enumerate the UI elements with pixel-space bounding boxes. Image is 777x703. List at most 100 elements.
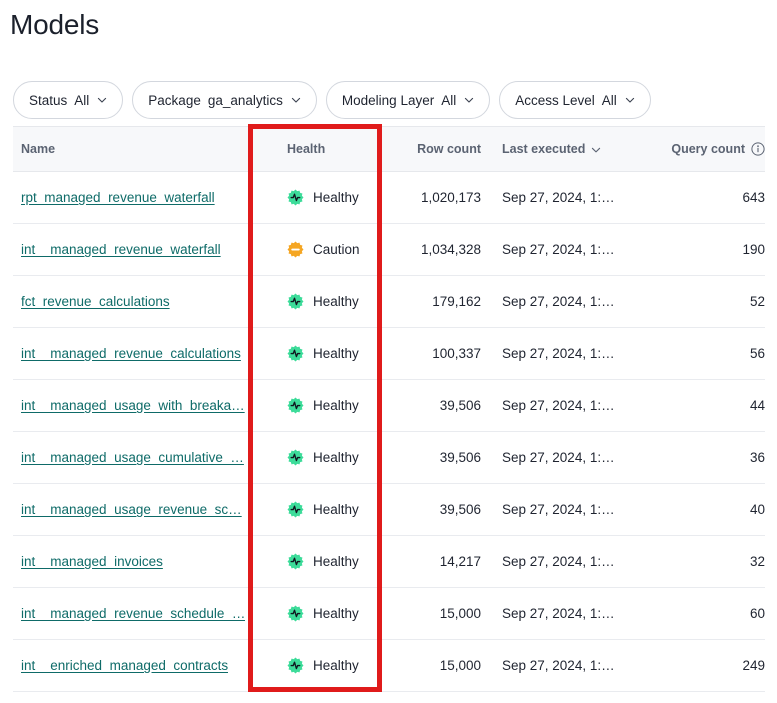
model-name-link[interactable]: int__managed_revenue_schedule_…: [21, 606, 246, 621]
cell-health: Healthy: [265, 605, 383, 622]
filter-label: Modeling Layer: [341, 92, 435, 108]
filter-value: ga_analytics: [207, 92, 283, 108]
table-row[interactable]: int__managed_usage_cumulative_… Healthy 39…: [13, 432, 765, 484]
model-name-link[interactable]: int__managed_revenue_waterfall: [21, 242, 221, 257]
filter-pill-modeling-layer[interactable]: Modeling Layer All: [325, 81, 491, 119]
cell-row-count: 39,506: [439, 502, 481, 517]
cell-query-count: 40: [749, 502, 765, 517]
cell-last-executed: Sep 27, 2024, 1:…: [481, 554, 663, 569]
model-name-link[interactable]: int__managed_invoices: [21, 554, 163, 569]
last-executed-value: Sep 27, 2024, 1:…: [502, 606, 615, 621]
filter-pill-access-level[interactable]: Access Level All: [499, 81, 651, 119]
healthy-badge-icon: [287, 345, 304, 362]
health-status-label: Healthy: [313, 450, 359, 465]
cell-query-count: 190: [742, 242, 765, 257]
table-row[interactable]: int__enriched_managed_contracts Healthy 15…: [13, 640, 765, 692]
health-status-label: Healthy: [313, 658, 359, 673]
cell-last-executed: Sep 27, 2024, 1:…: [481, 450, 663, 465]
healthy-badge-icon: [287, 293, 304, 310]
info-circle-icon[interactable]: [751, 142, 765, 156]
column-header-health[interactable]: Health: [287, 142, 326, 156]
cell-health: Healthy: [265, 397, 383, 414]
filter-pill-status[interactable]: Status All: [13, 81, 124, 119]
column-header-last-executed[interactable]: Last executed: [481, 142, 663, 156]
table-row[interactable]: int__managed_usage_with_breaka… Healthy 39…: [13, 380, 765, 432]
column-header-name[interactable]: Name: [21, 142, 56, 156]
model-name-link[interactable]: rpt_managed_revenue_waterfall: [21, 190, 215, 205]
cell-query-count: 44: [749, 398, 765, 413]
column-header-row-count[interactable]: Row count: [417, 142, 481, 156]
health-status-label: Healthy: [313, 190, 359, 205]
model-name-link[interactable]: int__enriched_managed_contracts: [21, 658, 229, 673]
cell-row-count: 15,000: [439, 606, 481, 621]
cell-health: Healthy: [265, 657, 383, 674]
cell-last-executed: Sep 27, 2024, 1:…: [481, 190, 663, 205]
cell-query-count: 52: [749, 294, 765, 309]
last-executed-value: Sep 27, 2024, 1:…: [502, 450, 615, 465]
cell-last-executed: Sep 27, 2024, 1:…: [481, 658, 663, 673]
cell-last-executed: Sep 27, 2024, 1:…: [481, 502, 663, 517]
cell-name: int__managed_invoices: [13, 554, 265, 569]
filter-value: All: [601, 92, 617, 108]
table-row[interactable]: int__managed_revenue_calculations Healthy…: [13, 328, 765, 380]
table-row[interactable]: int__managed_revenue_schedule_… Healthy 15…: [13, 588, 765, 640]
table-body: rpt_managed_revenue_waterfall Healthy 1,02…: [13, 172, 765, 692]
model-name-link[interactable]: int__managed_usage_revenue_sc…: [21, 502, 242, 517]
caution-badge-icon: [287, 241, 304, 258]
cell-query-count: 60: [749, 606, 765, 621]
table-row[interactable]: int__managed_invoices Healthy 14,217 Sep 27…: [13, 536, 765, 588]
cell-row-count: 39,506: [439, 398, 481, 413]
cell-row-count: 39,506: [439, 450, 481, 465]
last-executed-value: Sep 27, 2024, 1:…: [502, 190, 615, 205]
filter-label: Status: [29, 92, 68, 108]
last-executed-value: Sep 27, 2024, 1:…: [502, 294, 615, 309]
filter-pill-package[interactable]: Package ga_analytics: [132, 81, 317, 119]
chevron-down-icon: [291, 95, 301, 105]
chevron-down-icon: [625, 95, 635, 105]
model-name-link[interactable]: int__managed_revenue_calculations: [21, 346, 241, 361]
cell-last-executed: Sep 27, 2024, 1:…: [481, 398, 663, 413]
column-header-query-count[interactable]: Query count: [663, 142, 765, 156]
model-name-link[interactable]: fct_revenue_calculations: [21, 294, 170, 309]
last-executed-value: Sep 27, 2024, 1:…: [502, 398, 615, 413]
cell-health: Healthy: [265, 553, 383, 570]
cell-health: Healthy: [265, 345, 383, 362]
table-row[interactable]: fct_revenue_calculations Healthy 179,162 Se…: [13, 276, 765, 328]
health-status-label: Healthy: [313, 502, 359, 517]
table-row[interactable]: int__managed_usage_revenue_sc… Healthy 39,…: [13, 484, 765, 536]
model-name-link[interactable]: int__managed_usage_cumulative_…: [21, 450, 244, 465]
table-row[interactable]: rpt_managed_revenue_waterfall Healthy 1,02…: [13, 172, 765, 224]
cell-query-count: 32: [749, 554, 765, 569]
last-executed-value: Sep 27, 2024, 1:…: [502, 502, 615, 517]
health-status-label: Healthy: [313, 554, 359, 569]
filter-value: All: [441, 92, 457, 108]
healthy-badge-icon: [287, 605, 304, 622]
table-header-row: Name Health Row count Last executed Quer…: [13, 126, 765, 172]
health-status-label: Healthy: [313, 294, 359, 309]
healthy-badge-icon: [287, 657, 304, 674]
cell-row-count: 1,020,173: [420, 190, 481, 205]
health-status-label: Healthy: [313, 398, 359, 413]
healthy-badge-icon: [287, 501, 304, 518]
column-header-last-executed-label: Last executed: [502, 142, 586, 156]
filter-label: Package: [148, 92, 201, 108]
last-executed-value: Sep 27, 2024, 1:…: [502, 554, 615, 569]
cell-name: int__managed_usage_revenue_sc…: [13, 502, 265, 517]
cell-row-count: 1,034,328: [420, 242, 481, 257]
cell-health: Healthy: [265, 449, 383, 466]
health-status-label: Healthy: [313, 606, 359, 621]
table-row[interactable]: int__managed_revenue_waterfall Caution 1,0…: [13, 224, 765, 276]
cell-name: int__managed_usage_with_breaka…: [13, 398, 265, 413]
cell-name: int__managed_revenue_waterfall: [13, 242, 265, 257]
cell-row-count: 15,000: [439, 658, 481, 673]
cell-row-count: 179,162: [432, 294, 481, 309]
last-executed-value: Sep 27, 2024, 1:…: [502, 346, 615, 361]
model-name-link[interactable]: int__managed_usage_with_breaka…: [21, 398, 245, 413]
healthy-badge-icon: [287, 189, 304, 206]
cell-query-count: 643: [742, 190, 765, 205]
cell-health: Healthy: [265, 189, 383, 206]
chevron-down-icon: [97, 95, 107, 105]
health-status-label: Caution: [313, 242, 360, 257]
filter-bar: Status All Package ga_analytics Modeling Lay…: [13, 81, 651, 119]
